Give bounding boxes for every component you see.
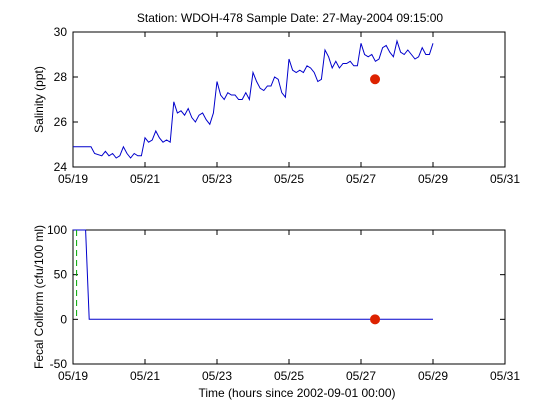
salinity-series-line-0 — [73, 39, 434, 159]
salinity-sample-point — [370, 74, 381, 85]
y-axis-label: Salinity (ppt) — [32, 66, 46, 133]
x-tick-label: 05/25 — [274, 369, 304, 383]
y-tick-label: 24 — [54, 160, 68, 174]
axes-box — [72, 31, 506, 168]
y-axis-label: Fecal Coliform (cfu/100 ml) — [32, 225, 46, 369]
x-axis-label: Time (hours since 2002-09-01 00:00) — [199, 386, 396, 400]
coliform-sample-point — [370, 314, 381, 325]
x-tick-label: 05/21 — [130, 369, 160, 383]
y-tick-label: 100 — [47, 223, 67, 237]
y-tick-label: 0 — [60, 312, 67, 326]
y-tick-label: 50 — [54, 268, 68, 282]
x-tick-label: 05/31 — [490, 172, 520, 186]
x-tick-label: 05/27 — [346, 369, 376, 383]
axes-box — [72, 229, 506, 365]
salinity-plot: 05/19 05/21 05/23 05/25 05/27 05/29 05/31 24 26 2… — [32, 25, 520, 186]
x-tick-label: 05/19 — [58, 369, 88, 383]
fecal-coliform-plot: 05/19 05/21 05/23 05/25 05/27 05/29 05/31 -50 0 5… — [32, 223, 520, 400]
y-tick-label: 26 — [54, 115, 68, 129]
x-tick-label: 05/31 — [490, 369, 520, 383]
coliform-series-line-0 — [73, 229, 433, 320]
x-tick-label: 05/23 — [202, 369, 232, 383]
y-tick-label: 30 — [54, 25, 68, 39]
y-tick-label: -50 — [50, 357, 68, 371]
x-tick-label: 05/25 — [274, 172, 304, 186]
x-tick-label: 05/29 — [418, 369, 448, 383]
x-tick-label: 05/21 — [130, 172, 160, 186]
x-tick-label: 05/27 — [346, 172, 376, 186]
x-tick-label: 05/29 — [418, 172, 448, 186]
x-tick-label: 05/19 — [58, 172, 88, 186]
x-tick-label: 05/23 — [202, 172, 232, 186]
figure-title: Station: WDOH-478 Sample Date: 27-May-20… — [137, 11, 443, 25]
y-tick-label: 28 — [54, 70, 68, 84]
